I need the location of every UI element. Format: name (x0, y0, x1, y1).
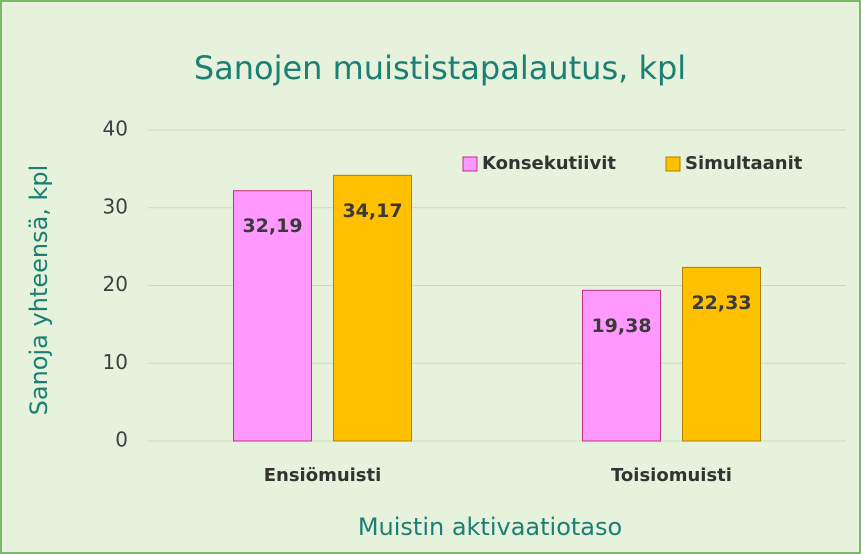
x-tick-label: Ensiömuisti (264, 465, 382, 486)
data-label: 32,19 (242, 215, 302, 237)
legend-label: Konsekutiivit (482, 153, 616, 174)
y-tick-label: 30 (103, 194, 128, 218)
legend-swatch (665, 156, 681, 172)
y-tick-label: 0 (115, 428, 128, 452)
legend-label: Simultaanit (685, 153, 803, 174)
chart-title: Sanojen muististapalautus, kpl (194, 49, 686, 87)
y-tick-label: 10 (103, 350, 128, 374)
y-tick-label: 20 (103, 272, 128, 296)
data-label: 22,33 (691, 292, 751, 314)
legend-swatch (462, 156, 478, 172)
data-label: 19,38 (591, 315, 651, 337)
x-tick-label: Toisiomuisti (611, 465, 732, 486)
y-tick-label: 40 (103, 117, 128, 141)
bar (682, 266, 761, 442)
x-axis-label: Muistin aktivaatiotaso (358, 513, 622, 541)
data-label: 34,17 (342, 200, 402, 222)
bar (233, 190, 312, 442)
bar (582, 289, 661, 442)
y-axis-label: Sanoja yhteensä, kpl (25, 165, 53, 416)
bar (333, 174, 412, 442)
